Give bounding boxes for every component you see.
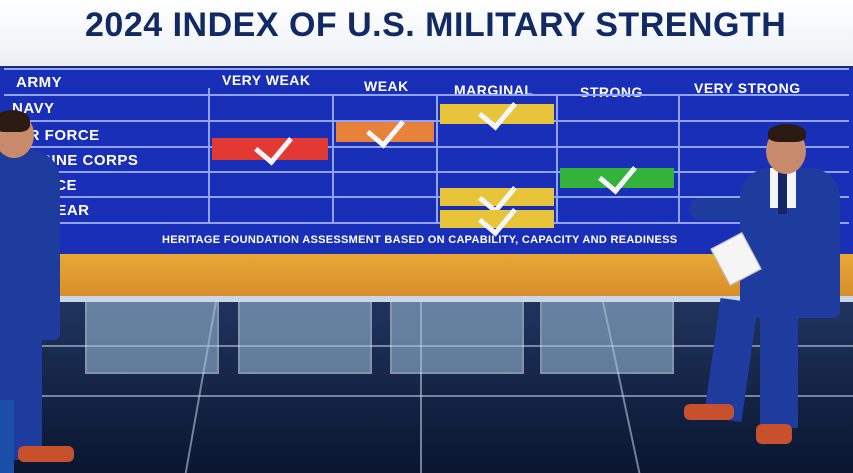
chart-board xyxy=(0,66,853,258)
rating-mark-army xyxy=(440,90,554,131)
grid-line xyxy=(436,94,438,224)
screen-title: 2024 INDEX OF U.S. MILITARY STRENGTH xyxy=(85,6,787,44)
presenter-left-suit xyxy=(0,150,60,340)
grid-line xyxy=(4,120,849,122)
rating-mark-nuclear xyxy=(440,196,554,237)
column-header-very-strong: VERY STRONG xyxy=(694,80,801,96)
checkmark-icon xyxy=(254,125,293,166)
wall-panel xyxy=(390,300,524,374)
checkmark-icon xyxy=(366,108,405,149)
grid-line xyxy=(556,94,558,224)
grid-line xyxy=(332,94,334,224)
grid-line xyxy=(4,94,849,96)
source-footnote: HERITAGE FOUNDATION ASSESSMENT BASED ON … xyxy=(162,234,678,246)
row-label-army: ARMY xyxy=(16,74,63,91)
presenter-left-shoe xyxy=(18,446,74,462)
gold-stripe xyxy=(0,254,853,298)
wall-rail xyxy=(0,296,853,302)
wall-panel xyxy=(540,300,674,374)
grid-line xyxy=(4,222,849,224)
rating-mark-navy xyxy=(336,108,434,149)
grid-line xyxy=(678,94,680,224)
grid-line xyxy=(4,171,849,173)
checkmark-icon xyxy=(598,154,637,195)
presenter-right-shoe xyxy=(684,404,734,420)
grid-line xyxy=(4,196,849,198)
column-header-very-weak: VERY WEAK xyxy=(222,72,311,88)
presenter-right-shoe xyxy=(756,424,792,444)
grid-line xyxy=(4,146,849,148)
rating-mark-marine-corps xyxy=(560,154,674,195)
network-logo xyxy=(0,400,14,473)
floor-line xyxy=(0,395,853,397)
presenter-right-leg xyxy=(760,300,798,428)
column-header-weak: WEAK xyxy=(364,78,409,94)
column-header-strong: STRONG xyxy=(580,84,643,100)
wall-panel xyxy=(238,300,372,374)
rating-mark-space xyxy=(440,174,554,215)
grid-line xyxy=(4,68,849,70)
presenter-right-hair xyxy=(768,124,806,142)
floor-line xyxy=(420,300,422,473)
presenter-right-arm xyxy=(690,198,760,220)
row-label-air-force: IR FORCE xyxy=(24,127,100,144)
grid-line xyxy=(208,88,210,224)
presenter-right-tie xyxy=(778,172,787,214)
rating-mark-air-force xyxy=(212,125,328,166)
presenter-left-hair xyxy=(0,110,30,132)
wall-panel xyxy=(85,300,219,374)
